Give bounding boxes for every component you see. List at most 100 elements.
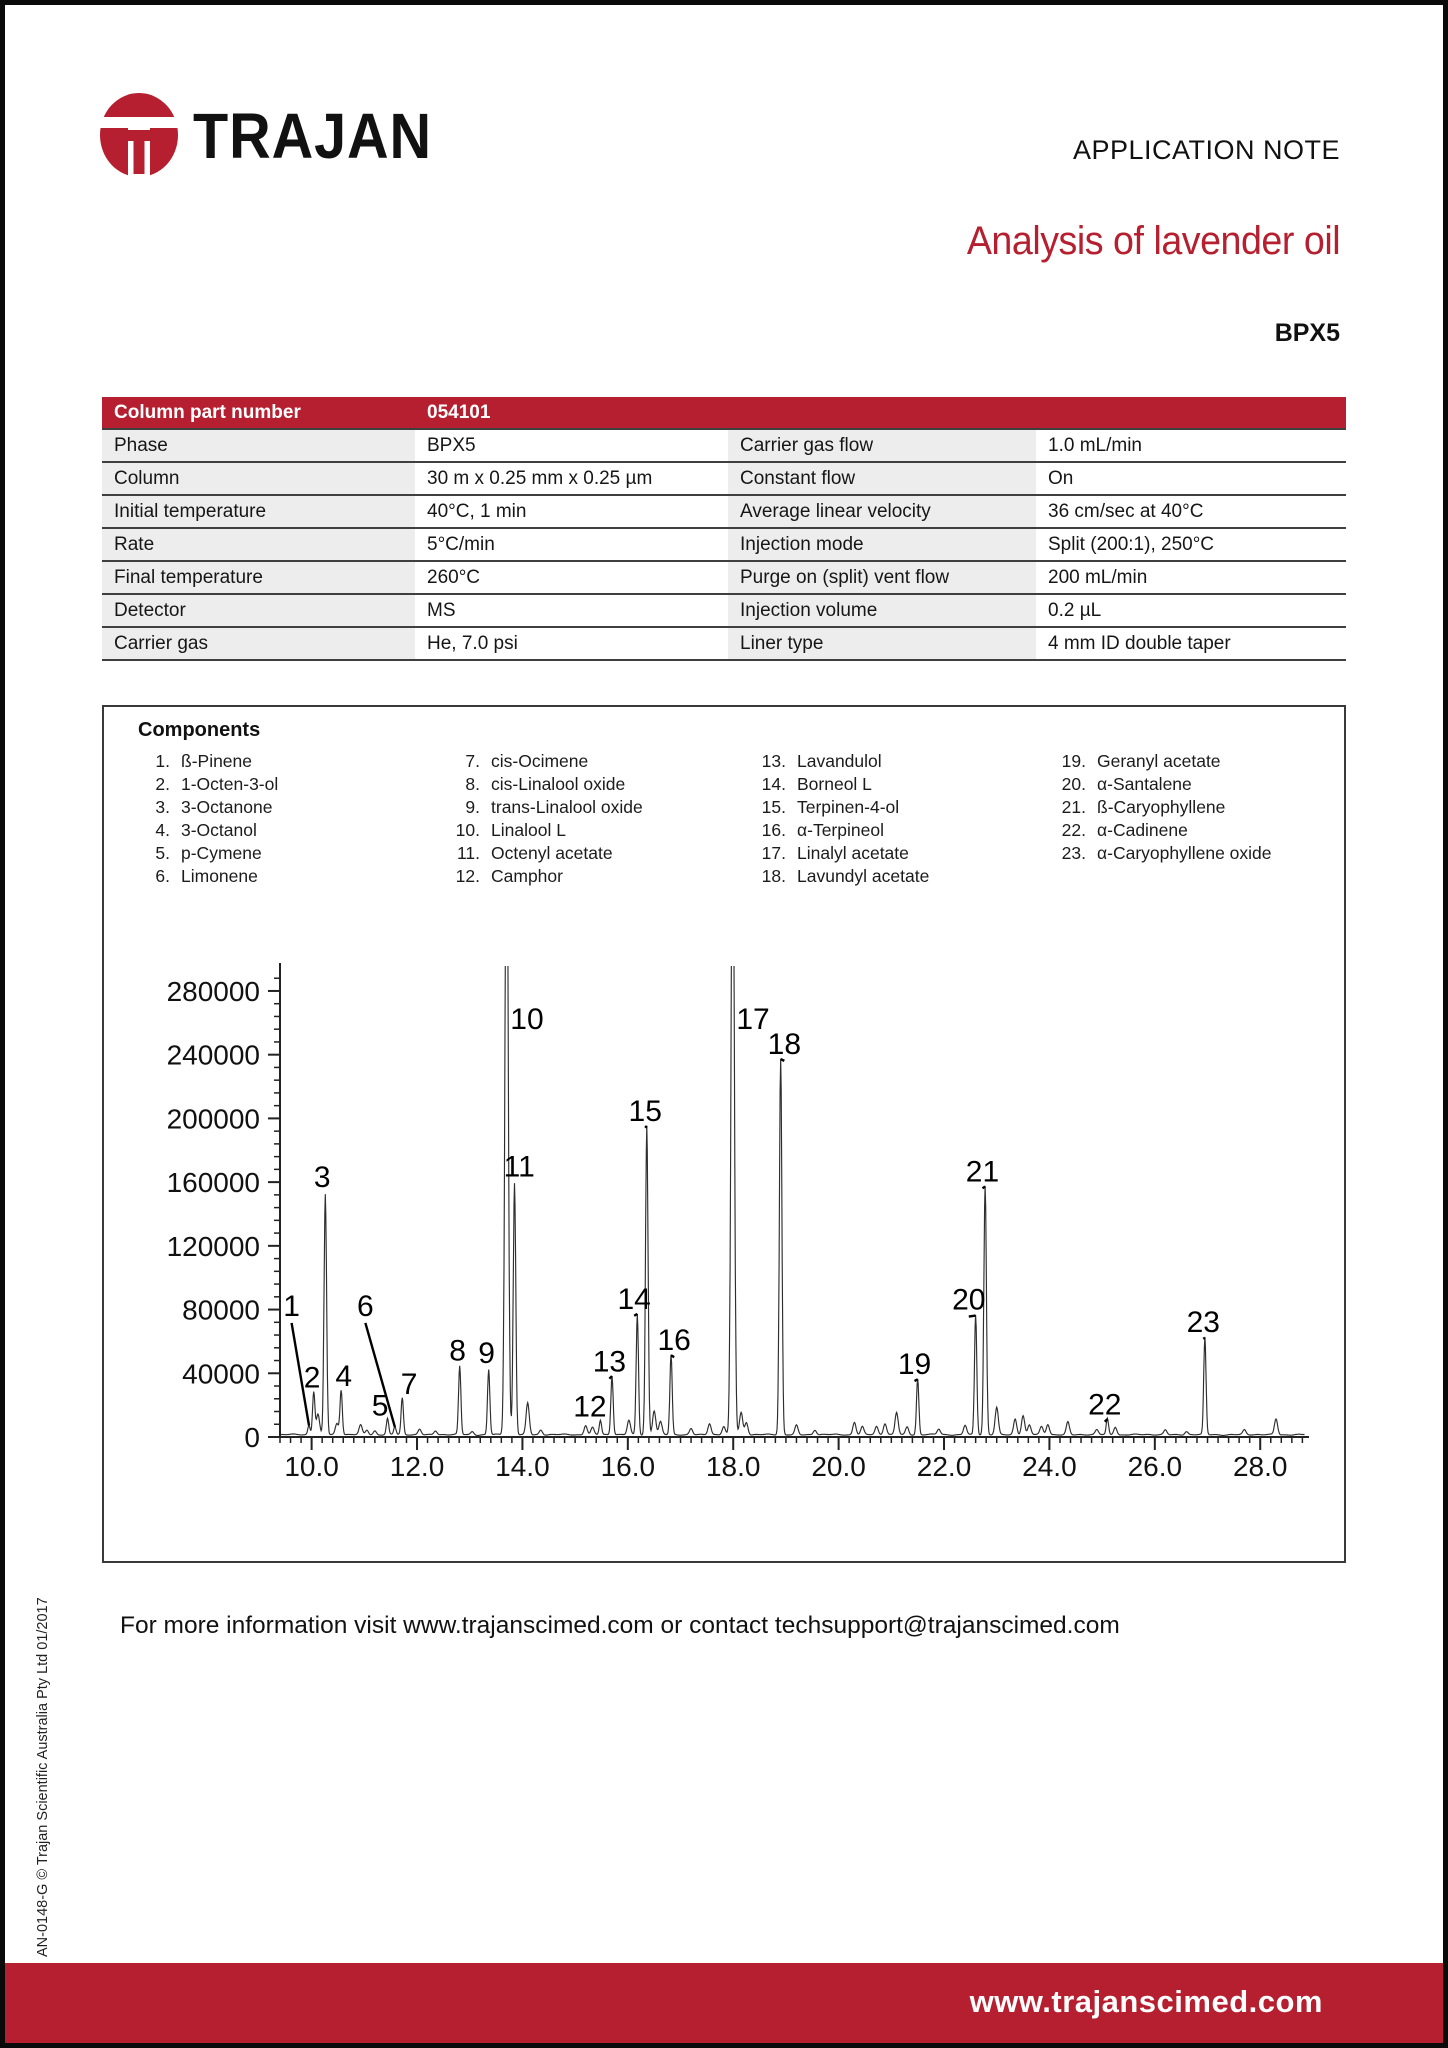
peak-label-5: 5 <box>372 1389 389 1422</box>
results-panel: Components 1. ß-Pinene 2. 1-Octen-3-ol 3. 3-O… <box>102 705 1346 1563</box>
peak-callout-line-13 <box>608 1375 613 1380</box>
peak-label-4: 4 <box>335 1360 352 1393</box>
components-heading: Components <box>138 719 261 741</box>
components-column: 19. Geranyl acetate 20. α-Santalene 21. ß-Car… <box>1054 751 1272 866</box>
spec-label-cell: Injection volume <box>728 594 1036 627</box>
peak-callout-line-19 <box>913 1378 919 1383</box>
component-number: 18. <box>761 866 786 886</box>
component-item: 12. Camphor <box>448 866 643 889</box>
chromatogram: 10.0 12.0 14.0 16.0 18.0 20.0 22.0 24.0 26.0 28.0… <box>167 963 1309 1482</box>
spec-label-cell: Purge on (split) vent flow <box>728 561 1036 594</box>
y-ticks <box>268 977 280 1438</box>
peak-label-12: 12 <box>573 1390 606 1423</box>
peak-label-14: 14 <box>617 1283 650 1316</box>
component-number: 21. <box>1061 797 1086 817</box>
component-item: 5. p-Cymene <box>138 843 278 866</box>
spec-label-cell: Final temperature <box>102 561 415 594</box>
components-column: 13. Lavandulol 14. Borneol L 15. Terpinen-4-o… <box>754 751 930 889</box>
component-item: 23. α-Caryophyllene oxide <box>1054 843 1272 866</box>
component-name: Terpinen-4-ol <box>797 797 900 817</box>
spec-header-cell <box>1036 397 1346 429</box>
component-name: Geranyl acetate <box>1097 751 1221 771</box>
spec-label-cell: Liner type <box>728 627 1036 660</box>
peak-callout-line-1 <box>290 1322 311 1426</box>
component-number: 23. <box>1061 843 1086 863</box>
spec-label-cell: Detector <box>102 594 415 627</box>
spec-label-cell: Carrier gas flow <box>728 429 1036 462</box>
component-item: 8. cis-Linalool oxide <box>448 774 643 797</box>
spec-row: Final temperature 260°C Purge on (split) v… <box>102 561 1346 594</box>
component-name: p-Cymene <box>181 843 262 863</box>
components-column: 7. cis-Ocimene 8. cis-Linalool oxide 9. trans… <box>448 751 643 889</box>
peak-callout-line-20 <box>968 1314 976 1318</box>
svg-text:240000: 240000 <box>167 1040 260 1071</box>
spec-label-cell: Average linear velocity <box>728 495 1036 528</box>
spec-value-cell: 200 mL/min <box>1036 561 1346 594</box>
spec-header-cell: 054101 <box>415 397 728 429</box>
spec-value-cell: He, 7.0 psi <box>415 627 728 660</box>
spec-label-cell: Rate <box>102 528 415 561</box>
component-name: cis-Ocimene <box>491 751 589 771</box>
peak-callout-line-16 <box>670 1354 675 1359</box>
document-type-label: APPLICATION NOTE <box>1072 135 1340 165</box>
spec-value-cell: 0.2 µL <box>1036 594 1346 627</box>
peak-label-20: 20 <box>952 1284 985 1317</box>
component-number: 8. <box>465 774 480 794</box>
component-name: Linalyl acetate <box>797 843 909 863</box>
component-name: Octenyl acetate <box>491 843 613 863</box>
spec-value-cell: Split (200:1), 250°C <box>1036 528 1346 561</box>
spec-value-cell: 1.0 mL/min <box>1036 429 1346 462</box>
component-name: Lavundyl acetate <box>797 866 930 886</box>
trajan-logo-icon <box>100 93 178 177</box>
peak-label-21: 21 <box>966 1155 999 1188</box>
spec-value-cell: On <box>1036 462 1346 495</box>
component-number: 16. <box>761 820 786 840</box>
peak-label-22: 22 <box>1088 1389 1121 1422</box>
component-item: 20. α-Santalene <box>1054 774 1272 797</box>
peak-label-16: 16 <box>658 1324 691 1357</box>
spec-row: Rate 5°C/min Injection mode Split (200:1), … <box>102 528 1346 561</box>
chromatogram-trace <box>281 966 1305 1436</box>
component-name: Borneol L <box>797 774 872 794</box>
component-name: α-Santalene <box>1097 774 1192 794</box>
svg-text:280000: 280000 <box>167 976 260 1007</box>
spec-value-cell: BPX5 <box>415 429 728 462</box>
peak-callout-line-21 <box>981 1185 986 1190</box>
svg-text:0: 0 <box>244 1422 260 1453</box>
peak-label-6: 6 <box>357 1290 374 1323</box>
spec-label-cell: Injection mode <box>728 528 1036 561</box>
component-name: α-Cadinene <box>1097 820 1188 840</box>
component-name: cis-Linalool oxide <box>491 774 626 794</box>
component-name: 3-Octanol <box>181 820 257 840</box>
spec-header-row: Column part number 054101 <box>102 397 1346 429</box>
svg-text:160000: 160000 <box>167 1167 260 1198</box>
component-number: 12. <box>455 866 480 886</box>
peak-label-19: 19 <box>898 1348 931 1381</box>
peak-label-3: 3 <box>314 1161 331 1194</box>
component-number: 2. <box>155 774 170 794</box>
component-item: 17. Linalyl acetate <box>754 843 929 866</box>
component-item: 14. Borneol L <box>754 774 929 797</box>
peak-label-9: 9 <box>478 1337 495 1370</box>
component-name: α-Terpineol <box>797 820 884 840</box>
component-number: 4. <box>155 820 170 840</box>
component-number: 15. <box>761 797 786 817</box>
spec-row: Column 30 m x 0.25 mm x 0.25 µm Constant f… <box>102 462 1346 495</box>
component-name: Limonene <box>181 866 258 886</box>
svg-text:16.0: 16.0 <box>601 1451 656 1482</box>
component-item: 16. α-Terpineol <box>754 820 929 843</box>
spec-label-cell: Column <box>102 462 415 495</box>
spec-label-cell: Initial temperature <box>102 495 415 528</box>
spec-label-cell: Carrier gas <box>102 627 415 660</box>
peak-label-2: 2 <box>304 1362 321 1395</box>
component-number: 10. <box>455 820 480 840</box>
component-item: 4. 3-Octanol <box>138 820 278 843</box>
spec-value-cell: 5°C/min <box>415 528 728 561</box>
svg-text:22.0: 22.0 <box>917 1451 972 1482</box>
peak-label-23: 23 <box>1187 1306 1220 1339</box>
component-item: 13. Lavandulol <box>754 751 929 774</box>
component-item: 2. 1-Octen-3-ol <box>138 774 278 797</box>
svg-text:40000: 40000 <box>182 1358 260 1389</box>
svg-text:20.0: 20.0 <box>811 1451 866 1482</box>
